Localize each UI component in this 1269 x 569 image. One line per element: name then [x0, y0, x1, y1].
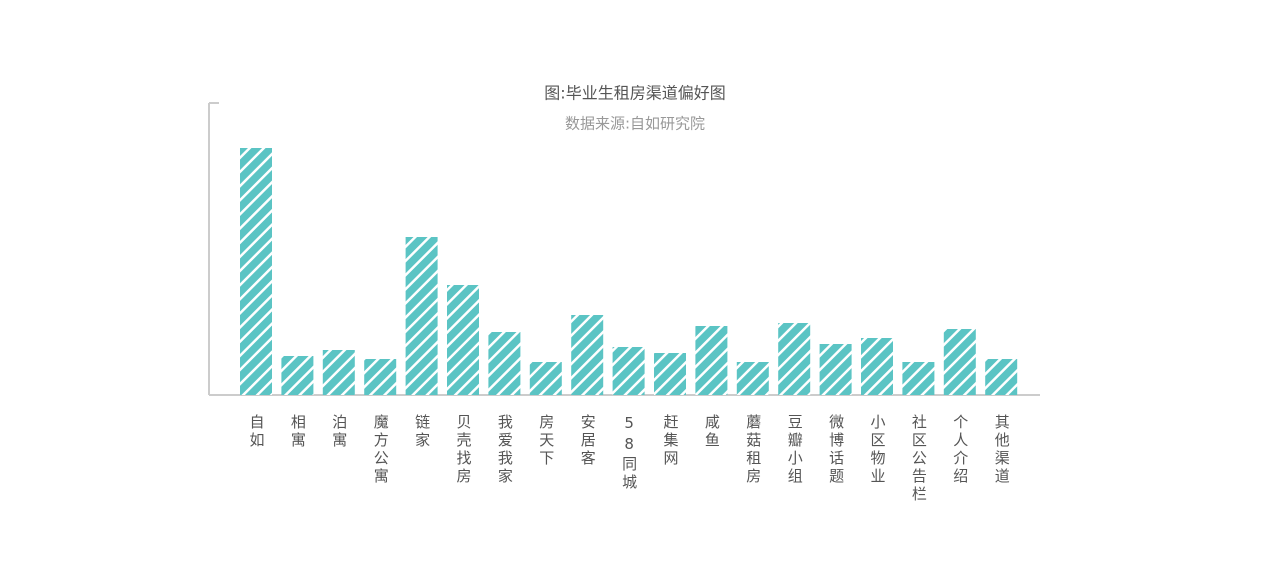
x-tick-label: 蘑菇租房 [744, 414, 762, 486]
bar [902, 362, 935, 395]
bar [861, 338, 893, 395]
chart-title: 图:毕业生租房渠道偏好图 [544, 84, 725, 103]
x-tick-label: 自如 [248, 414, 266, 450]
x-tick-label: 相寓 [289, 414, 307, 450]
x-tick-label: 安居客 [579, 414, 597, 468]
bar [447, 285, 479, 395]
bar [654, 353, 686, 395]
bar [364, 359, 397, 395]
x-tick-label: 社区公告栏 [910, 414, 928, 504]
bar [612, 347, 645, 395]
bar [571, 315, 604, 395]
bar [778, 323, 811, 395]
bar [819, 344, 852, 395]
bar [529, 362, 562, 395]
x-tick-label: 58同城 [620, 414, 638, 492]
x-tick-label: 微博话题 [827, 414, 845, 486]
x-tick-label: 链家 [413, 414, 431, 450]
x-tick-label: 贝壳找房 [455, 414, 473, 486]
bar [281, 356, 314, 395]
bar [240, 148, 272, 395]
bar [322, 350, 355, 395]
x-tick-label: 房天下 [537, 414, 555, 468]
x-tick-label: 泊寓 [330, 414, 348, 450]
x-tick-label: 豆瓣小组 [786, 414, 804, 486]
x-tick-label: 咸鱼 [703, 414, 721, 450]
x-tick-label: 个人介绍 [951, 414, 969, 486]
chart-subtitle: 数据来源:自如研究院 [565, 115, 705, 133]
x-tick-label: 其他渠道 [993, 414, 1011, 486]
x-tick-label: 我爱我家 [496, 414, 514, 486]
bar [488, 332, 521, 395]
bar [985, 359, 1018, 395]
bar [695, 326, 728, 395]
bar [943, 329, 976, 395]
x-tick-label: 魔方公寓 [372, 414, 390, 486]
x-tick-label: 小区物业 [869, 414, 887, 486]
bar [405, 237, 438, 395]
bar [736, 362, 769, 395]
x-tick-label: 赶集网 [662, 414, 680, 468]
